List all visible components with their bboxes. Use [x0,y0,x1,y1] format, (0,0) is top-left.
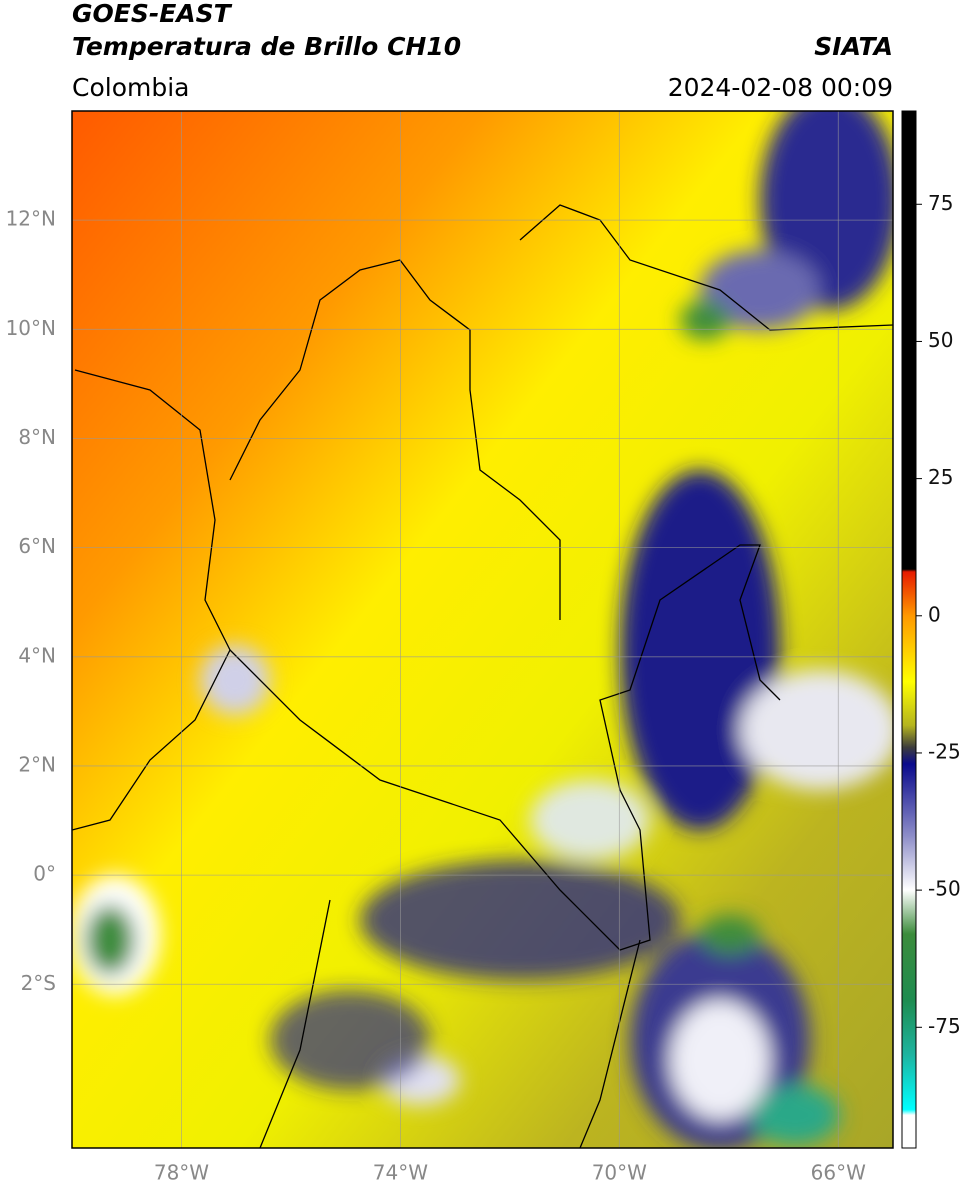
lat-tick-label: 4°N [18,643,56,667]
imagery [72,111,893,1148]
colorbar-tick-label: -75 [928,1014,961,1038]
lon-tick-label: 66°W [811,1161,866,1185]
colorbar-tick-label: 75 [928,191,953,215]
lon-tick-label: 70°W [592,1161,647,1185]
lon-tick-label: 74°W [373,1161,428,1185]
lat-tick-label: 2°S [21,971,56,995]
colorbar-tick-label: 50 [928,328,953,352]
datetime: 2024-02-08 00:09 [668,73,893,102]
source: SIATA [814,32,893,61]
region: Colombia [72,73,189,102]
lat-tick-label: 10°N [6,316,56,340]
colorbar-tick-label: 0 [928,602,941,626]
title: GOES-EAST [72,0,233,28]
subtitle: Temperatura de Brillo CH10 [72,32,461,61]
map-frame [71,110,894,1149]
colorbar-tick-label: -25 [928,739,961,763]
lat-tick-label: 12°N [6,207,56,231]
lon-tick-label: 78°W [154,1161,209,1185]
grid [72,111,893,1148]
colorbar [901,110,917,1149]
lat-tick-label: 2°N [18,752,56,776]
lat-tick-label: 6°N [18,534,56,558]
lat-tick-label: 8°N [18,425,56,449]
lat-tick-label: 0° [33,862,56,886]
colorbar-tick-label: 25 [928,465,953,489]
colorbar-tick-label: -50 [928,877,961,901]
